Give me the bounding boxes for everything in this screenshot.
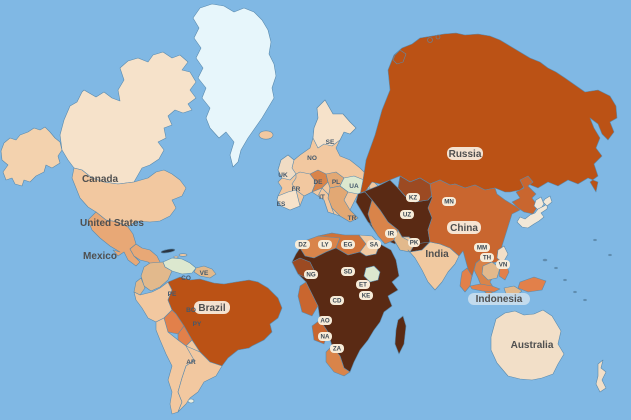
svg-text:Australia: Australia xyxy=(511,340,554,351)
svg-text:CO: CO xyxy=(181,275,191,282)
svg-text:UK: UK xyxy=(278,172,288,179)
svg-text:PL: PL xyxy=(332,179,340,186)
svg-text:NG: NG xyxy=(306,272,315,279)
svg-text:SE: SE xyxy=(326,139,335,146)
svg-text:MN: MN xyxy=(444,199,454,206)
svg-text:SD: SD xyxy=(344,269,353,276)
svg-text:PE: PE xyxy=(168,291,177,298)
svg-text:DZ: DZ xyxy=(298,242,306,249)
svg-text:EG: EG xyxy=(344,242,353,249)
svg-text:China: China xyxy=(450,223,478,234)
svg-text:VN: VN xyxy=(499,262,508,269)
svg-text:AR: AR xyxy=(186,359,196,366)
svg-text:Indonesia: Indonesia xyxy=(476,294,523,305)
svg-text:United States: United States xyxy=(80,218,144,229)
svg-text:UA: UA xyxy=(349,183,359,190)
svg-text:TR: TR xyxy=(348,215,357,222)
svg-text:MM: MM xyxy=(477,245,487,252)
svg-text:PK: PK xyxy=(410,240,419,247)
svg-text:PY: PY xyxy=(193,321,202,328)
svg-text:Brazil: Brazil xyxy=(198,303,225,314)
svg-text:KE: KE xyxy=(362,293,371,300)
svg-text:IT: IT xyxy=(319,194,325,201)
svg-text:ZA: ZA xyxy=(333,346,342,353)
svg-text:Mexico: Mexico xyxy=(83,251,117,262)
svg-text:ET: ET xyxy=(359,282,367,289)
svg-text:IR: IR xyxy=(388,231,395,238)
svg-text:TH: TH xyxy=(483,255,492,262)
svg-text:Russia: Russia xyxy=(449,149,482,160)
svg-text:SA: SA xyxy=(370,242,379,249)
svg-text:NO: NO xyxy=(307,155,317,162)
svg-text:VE: VE xyxy=(200,270,209,277)
svg-text:UZ: UZ xyxy=(403,212,411,219)
svg-text:AO: AO xyxy=(320,318,329,325)
svg-text:LY: LY xyxy=(321,242,329,249)
svg-text:CD: CD xyxy=(333,298,342,305)
svg-text:DE: DE xyxy=(313,179,323,186)
svg-text:KZ: KZ xyxy=(409,195,417,202)
svg-text:NA: NA xyxy=(321,334,330,341)
svg-text:BO: BO xyxy=(186,307,196,314)
svg-text:India: India xyxy=(425,249,449,260)
svg-text:Canada: Canada xyxy=(82,174,119,185)
svg-text:ES: ES xyxy=(277,201,286,208)
svg-text:FR: FR xyxy=(292,186,301,193)
